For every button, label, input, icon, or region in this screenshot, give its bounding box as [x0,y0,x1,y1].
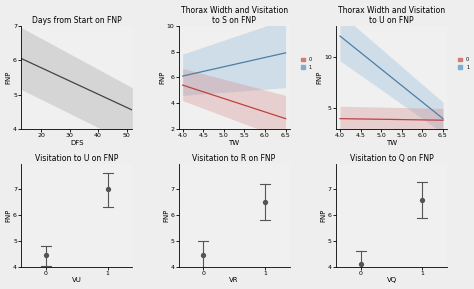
X-axis label: VQ: VQ [386,277,397,284]
Title: Visitation to U on FNP: Visitation to U on FNP [35,154,118,163]
Y-axis label: FNP: FNP [6,209,11,222]
Y-axis label: FNP: FNP [317,71,323,84]
Title: Visitation to R on FNP: Visitation to R on FNP [192,154,276,163]
Y-axis label: FNP: FNP [159,71,165,84]
X-axis label: TW: TW [228,140,240,146]
Y-axis label: FNP: FNP [320,209,327,222]
X-axis label: VU: VU [72,277,82,284]
Y-axis label: FNP: FNP [6,71,11,84]
Title: Thorax Width and Visitation
to U on FNP: Thorax Width and Visitation to U on FNP [338,5,445,25]
X-axis label: VR: VR [229,277,239,284]
Title: Thorax Width and Visitation
to S on FNP: Thorax Width and Visitation to S on FNP [181,5,288,25]
X-axis label: TW: TW [386,140,397,146]
Title: Visitation to Q on FNP: Visitation to Q on FNP [350,154,433,163]
Legend: 0, 1: 0, 1 [301,57,312,69]
Y-axis label: FNP: FNP [163,209,169,222]
Legend: 0, 1: 0, 1 [458,57,469,69]
X-axis label: DFS: DFS [70,140,83,146]
Title: Days from Start on FNP: Days from Start on FNP [32,16,122,25]
